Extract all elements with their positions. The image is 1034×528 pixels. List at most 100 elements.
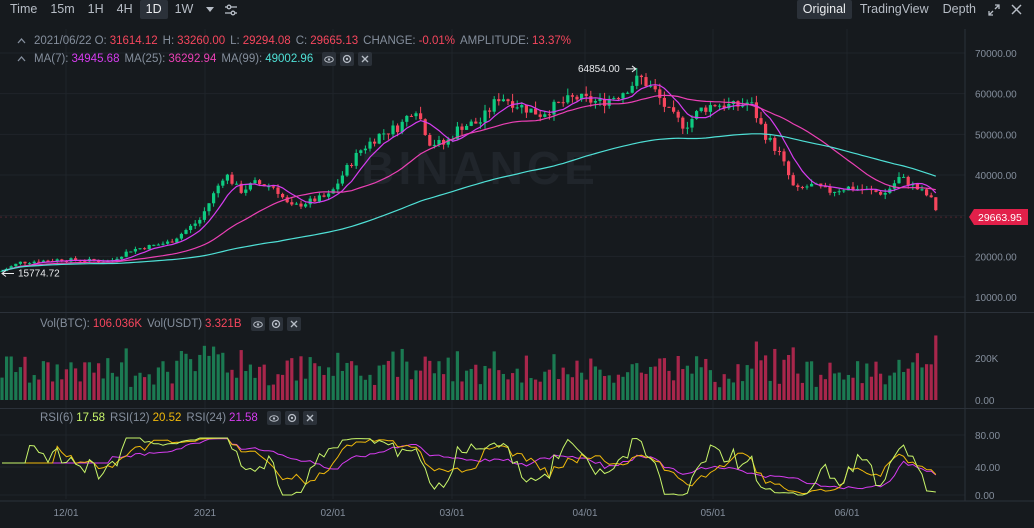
candle-body <box>9 266 13 269</box>
volume-bar <box>750 368 754 400</box>
close-icon[interactable] <box>302 411 317 425</box>
view-original[interactable]: Original <box>796 0 852 19</box>
volume-bar <box>492 351 496 400</box>
interval-15m[interactable]: 15m <box>50 2 75 16</box>
candle-body <box>934 197 938 211</box>
rsi24-value: 21.58 <box>229 412 258 424</box>
volume-bar <box>161 361 165 400</box>
interval-time[interactable]: Time <box>10 2 38 16</box>
volume-bar <box>64 369 68 400</box>
close-icon[interactable] <box>1006 0 1026 19</box>
change-value: -0.01% <box>418 35 456 47</box>
candle-body <box>175 238 179 243</box>
volume-tick-label: 0.00 <box>975 396 995 407</box>
volume-bar <box>708 370 712 400</box>
candle-body <box>543 114 547 117</box>
volume-bar <box>635 363 639 400</box>
volume-bar <box>110 372 114 400</box>
interval-1d[interactable]: 1D <box>139 0 168 19</box>
candle-body <box>713 105 717 107</box>
volume-bar <box>235 377 239 400</box>
volume-bar <box>607 375 611 400</box>
rsi12-line <box>2 437 937 495</box>
volume-bar <box>925 364 929 400</box>
settings-icon[interactable] <box>268 317 283 331</box>
candle-body <box>294 203 298 205</box>
candle-body <box>124 251 128 257</box>
candle-body <box>271 186 275 188</box>
candle-body <box>267 186 271 188</box>
candle-body <box>290 202 294 205</box>
volume-bar <box>308 357 312 400</box>
volume-bar <box>124 348 128 400</box>
volume-bar <box>869 376 873 400</box>
candle-body <box>281 193 285 198</box>
candle-body <box>115 258 119 261</box>
price-markers: 64854.00 15774.72 29663.95 <box>0 64 1028 280</box>
close-icon[interactable] <box>358 52 373 66</box>
candle-body <box>773 137 777 151</box>
volume-bar <box>584 379 588 400</box>
candle-body <box>718 105 722 107</box>
chevron-down-icon[interactable] <box>200 0 220 19</box>
volume-bar <box>497 370 501 400</box>
time-tick-label: 12/01 <box>53 508 78 519</box>
volume-bar <box>828 362 832 400</box>
expand-icon[interactable] <box>984 0 1004 19</box>
close-icon[interactable] <box>286 317 301 331</box>
volume-bar <box>5 356 9 400</box>
candle-body <box>120 256 124 259</box>
volume-bar <box>764 355 768 400</box>
ma25-value: 36292.94 <box>168 53 217 65</box>
candle-body <box>207 203 211 212</box>
volume-bar <box>409 379 413 400</box>
volume-bar <box>538 381 542 400</box>
volume-bar <box>846 374 850 400</box>
volume-bar <box>819 374 823 400</box>
candle-body <box>681 117 685 129</box>
settings-icon[interactable] <box>284 411 299 425</box>
eye-icon[interactable] <box>250 317 265 331</box>
price-tick-label: 40000.00 <box>975 171 1017 182</box>
volume-bar <box>74 368 78 400</box>
rsi-pane-divider <box>0 408 1034 409</box>
candle-body <box>350 164 354 166</box>
legend-spacer <box>20 411 34 425</box>
volume-bar <box>377 365 381 400</box>
legend-spacer <box>20 317 34 331</box>
candle-body <box>856 188 860 190</box>
watermark: BINANCE <box>361 142 599 194</box>
volume-bar <box>23 356 27 400</box>
settings-icon[interactable] <box>340 52 355 66</box>
volume-tick-label: 200K <box>975 354 999 365</box>
volume-bar <box>129 386 133 400</box>
candlestick-chart[interactable]: BINANCE 70000.00 60000.00 50000.00 40000.00… <box>0 29 1034 528</box>
interval-1w[interactable]: 1W <box>174 2 194 16</box>
view-depth[interactable]: Depth <box>942 2 976 16</box>
sliders-icon[interactable] <box>221 0 241 19</box>
eye-icon[interactable] <box>266 411 281 425</box>
volume-bar <box>474 364 478 400</box>
volume-bar <box>644 373 648 400</box>
volume-bar <box>713 381 717 400</box>
vol-usdt-label: Vol(USDT) <box>147 318 203 330</box>
volume-bar <box>391 351 395 400</box>
eye-icon[interactable] <box>322 52 337 66</box>
candle-body <box>653 85 657 90</box>
candle-body <box>488 110 492 112</box>
candle-body <box>179 233 183 239</box>
candle-body <box>764 123 768 140</box>
volume-bar <box>239 350 243 400</box>
volume-bar <box>202 345 206 400</box>
view-tradingview[interactable]: TradingView <box>859 2 929 16</box>
volume-bar <box>911 362 915 400</box>
time-tick-label: 02/01 <box>320 508 345 519</box>
interval-1h[interactable]: 1H <box>87 2 104 16</box>
volume-bar <box>773 348 777 400</box>
ohlc-legend: 2021/06/22 O: 31614.12 H: 33260.00 L: 29… <box>0 33 576 49</box>
volume-bar <box>97 363 101 400</box>
volume-bar <box>506 379 510 400</box>
collapse-arrow-icon[interactable] <box>14 52 28 66</box>
interval-4h[interactable]: 4H <box>116 2 133 16</box>
collapse-arrow-icon[interactable] <box>14 34 28 48</box>
